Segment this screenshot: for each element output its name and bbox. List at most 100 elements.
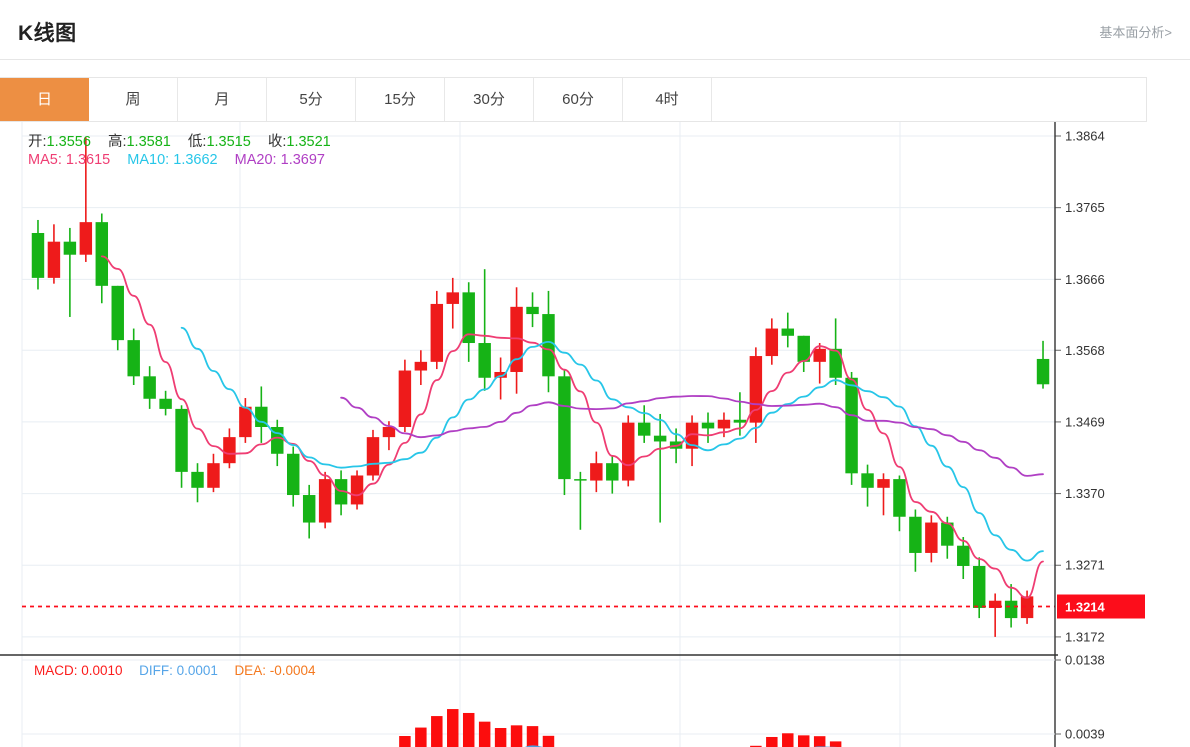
macd-histogram-bar: [526, 726, 539, 747]
candlestick: [957, 537, 970, 580]
candle-body: [717, 419, 731, 429]
candlestick: [207, 453, 220, 493]
period-tab-bar: 日 周 月 5分 15分 30分 60分 4时: [0, 77, 1147, 122]
tab-week[interactable]: 周: [89, 78, 178, 121]
candle-body: [63, 241, 77, 255]
candle-body: [637, 422, 651, 436]
candle-body: [941, 522, 954, 546]
candle-body: [526, 306, 539, 315]
macd-histogram-bar: [399, 736, 411, 747]
price-axis-label: 1.3568: [1065, 343, 1105, 358]
current-price-tag: [1057, 594, 1145, 619]
fundamental-analysis-link[interactable]: 基本面分析>: [1099, 25, 1172, 40]
tab-month[interactable]: 月: [178, 78, 267, 121]
candle-body: [845, 377, 858, 474]
macd-histogram-bar: [750, 745, 762, 747]
candle-body: [685, 422, 699, 449]
macd-histogram-bar: [797, 735, 810, 747]
macd-histogram-bar: [462, 712, 475, 747]
candlestick: [1020, 590, 1034, 624]
tab-15min[interactable]: 15分: [356, 78, 445, 121]
candlestick: [95, 213, 109, 304]
candlestick: [813, 343, 826, 384]
tab-4hour[interactable]: 4时: [623, 78, 712, 121]
candlestick: [909, 509, 922, 572]
candlestick: [653, 413, 667, 523]
price-axis-label: 1.3864: [1065, 129, 1105, 144]
candlestick: [31, 219, 45, 290]
candlestick: [414, 350, 428, 386]
macd-histogram-bar: [431, 716, 443, 747]
candle-body: [574, 479, 587, 481]
candle-body: [829, 348, 842, 378]
candle-body: [414, 361, 428, 371]
ma20-value: 1.3697: [280, 152, 325, 168]
candle-body: [957, 545, 970, 566]
candle-body: [47, 241, 61, 278]
candlestick: [701, 412, 715, 443]
candlestick: [797, 335, 810, 372]
macd-value: 0.0010: [81, 663, 123, 678]
candlestick: [63, 227, 77, 317]
candle-body: [797, 335, 810, 362]
candle-body: [191, 471, 204, 488]
macd-label: MACD:: [34, 663, 78, 678]
candle-body: [175, 408, 188, 472]
diff-label: DIFF:: [139, 663, 173, 678]
candlestick: [127, 328, 140, 386]
open-label: 开:: [28, 134, 47, 150]
macd-histogram-bar: [510, 725, 523, 747]
tab-day[interactable]: 日: [0, 78, 89, 121]
macd-histogram-bar: [415, 727, 427, 747]
candlestick: [430, 290, 444, 370]
candlestick: [622, 415, 635, 487]
candle-body: [318, 479, 332, 523]
tab-5min[interactable]: 5分: [267, 78, 356, 121]
candle-body: [398, 370, 412, 427]
macd-histogram-bar: [447, 709, 459, 747]
candlestick: [239, 398, 252, 443]
candlestick: [398, 359, 412, 433]
candle-body: [701, 422, 715, 429]
ma-legend: MA5: 1.3615 MA10: 1.3662 MA20: 1.3697: [28, 152, 325, 168]
candle-body: [510, 306, 523, 372]
chart-container[interactable]: 1.3864 1.3765 1.3666 1.3568 1.3469 1.3370 1.32…: [0, 122, 1190, 747]
candle-body: [813, 348, 826, 362]
diff-value: 0.0001: [176, 663, 218, 678]
tab-60min[interactable]: 60分: [534, 78, 623, 121]
candlestick: [350, 470, 364, 510]
candlestick: [845, 371, 858, 485]
candlestick-chart[interactable]: 1.3864 1.3765 1.3666 1.3568 1.3469 1.3370 1.32…: [0, 122, 1190, 747]
candlestick: [925, 515, 938, 563]
candle-body: [302, 495, 316, 523]
candlestick: [637, 405, 651, 443]
high-value: 1.3581: [126, 134, 171, 150]
candlestick: [494, 357, 507, 400]
candle-body: [909, 516, 922, 553]
candle-body: [446, 292, 459, 304]
candle-body: [606, 463, 619, 481]
candle-body: [1004, 600, 1018, 619]
candlestick: [366, 429, 380, 481]
macd-axis-label: 0.0138: [1065, 653, 1105, 668]
close-value: 1.3521: [286, 134, 331, 150]
candle-body: [366, 437, 380, 476]
candlestick: [446, 277, 459, 329]
candle-body: [430, 303, 444, 362]
candlestick: [685, 415, 699, 467]
macd-histogram-bar: [494, 728, 507, 747]
candle-body: [590, 463, 603, 481]
candle-body: [542, 314, 555, 377]
candle-body: [1036, 358, 1050, 385]
candlestick: [462, 282, 475, 362]
candlestick: [829, 318, 842, 386]
candlestick: [1036, 340, 1050, 389]
candle-body: [143, 376, 156, 399]
candle-body: [925, 522, 938, 553]
close-label: 收:: [267, 134, 287, 150]
candlestick: [159, 390, 172, 416]
candlestick: [318, 471, 332, 529]
candle-body: [972, 565, 986, 608]
tab-30min[interactable]: 30分: [445, 78, 534, 121]
